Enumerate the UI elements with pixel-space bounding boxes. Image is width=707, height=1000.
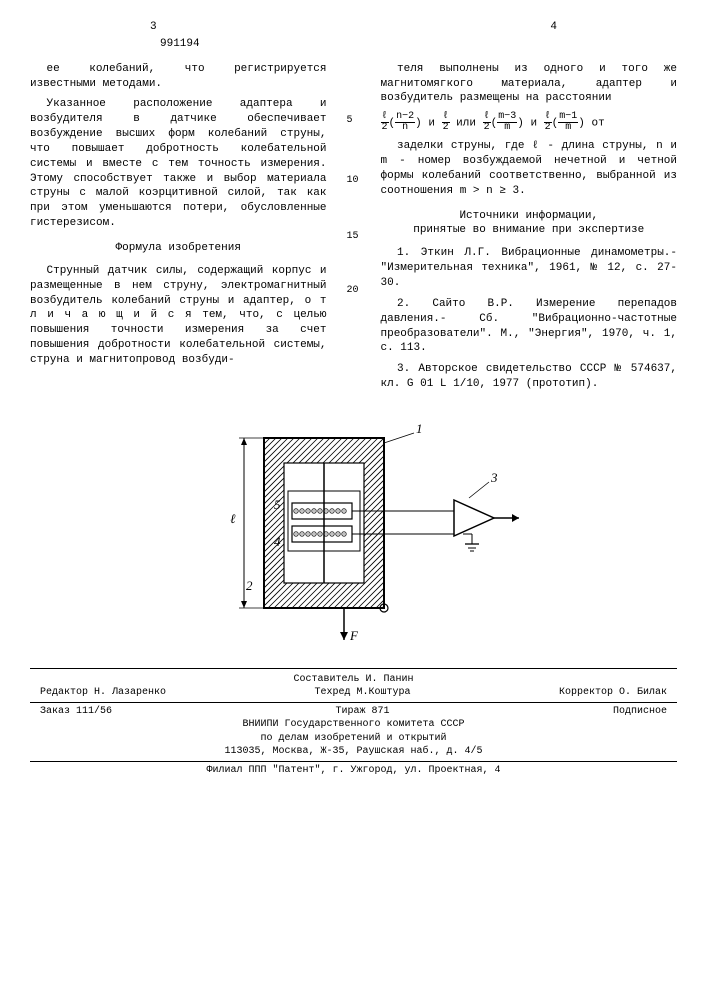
para: теля выполнены из одного и того же магни… [381, 62, 678, 107]
svg-text:2: 2 [246, 578, 253, 593]
footer-org: по делам изобретений и открытий [30, 732, 677, 746]
sources-title: Источники информации, принятые во вниман… [381, 209, 678, 239]
text: или [450, 118, 483, 130]
para: Струнный датчик силы, содержащий корпус … [30, 264, 327, 368]
frac: n−2n [395, 112, 415, 133]
figure: 1 2 3 4 5 Fℓ [30, 408, 677, 658]
para: ее колебаний, что регистрируется известн… [30, 62, 327, 92]
footer-cell: Корректор О. Билак [559, 686, 667, 700]
svg-text:3: 3 [490, 470, 498, 485]
svg-text:ℓ: ℓ [230, 511, 236, 526]
footer-row: Заказ 111/56 Тираж 871 Подписное [30, 705, 677, 719]
text: от [585, 118, 605, 130]
line-mark: 15 [347, 230, 359, 244]
footer-cell: Заказ 111/56 [40, 705, 112, 719]
footer-branch: Филиал ППП "Патент", г. Ужгород, ул. Про… [30, 764, 677, 778]
footer-address: 113035, Москва, Ж-35, Раушская наб., д. … [30, 745, 677, 759]
para: заделки струны, где ℓ - длина струны, n … [381, 139, 678, 198]
line-mark: 20 [347, 284, 359, 298]
para: Указанное расположение адаптера и возбуд… [30, 97, 327, 231]
page-numbers-row: 3 4 [30, 20, 677, 35]
line-mark: 10 [347, 174, 359, 188]
formula-title: Формула изобретения [30, 241, 327, 256]
frac: ℓ2 [544, 112, 552, 133]
frac: ℓ2 [442, 112, 450, 133]
frac: m−3m [497, 112, 517, 133]
text: и [422, 118, 442, 130]
schematic-svg: 1 2 3 4 5 Fℓ [174, 408, 534, 648]
footer-row: Составитель И. Панин [30, 673, 677, 687]
footer-cell: Техред М.Коштура [314, 686, 410, 700]
footer-cell: Тираж 871 [335, 705, 389, 719]
footer-row: Редактор Н. Лазаренко Техред М.Коштура К… [30, 686, 677, 700]
line-mark: 5 [347, 114, 353, 128]
svg-text:1: 1 [416, 421, 423, 436]
text: и [524, 118, 544, 130]
formula-line: ℓ2(n−2n) и ℓ2 или ℓ2(m−3m) и ℓ2(m−1m) от [381, 112, 678, 133]
footer: Составитель И. Панин Редактор Н. Лазарен… [30, 668, 677, 778]
frac: ℓ2 [483, 112, 491, 133]
footer-cell: Подписное [613, 705, 667, 719]
svg-text:4: 4 [274, 534, 281, 549]
frac: ℓ2 [381, 112, 389, 133]
page-number-right: 4 [550, 20, 557, 35]
left-column: ее колебаний, что регистрируется известн… [30, 62, 327, 398]
text-columns: ее колебаний, что регистрируется известн… [30, 62, 677, 398]
footer-org: ВНИИПИ Государственного комитета СССР [30, 718, 677, 732]
page-number-left: 3 [150, 20, 157, 35]
document-number: 991194 [30, 37, 677, 52]
reference: 3. Авторское свидетельство СССР № 574637… [381, 362, 678, 392]
svg-text:F: F [349, 628, 359, 643]
reference: 2. Сайто В.Р. Измерение перепадов давлен… [381, 297, 678, 356]
frac: m−1m [558, 112, 578, 133]
svg-text:5: 5 [274, 497, 281, 512]
footer-cell: Редактор Н. Лазаренко [40, 686, 166, 700]
reference: 1. Эткин Л.Г. Вибрационные динамометры.-… [381, 246, 678, 291]
right-column: теля выполнены из одного и того же магни… [381, 62, 678, 398]
line-number-gutter: 5 10 15 20 [347, 62, 361, 398]
page: 3 4 991194 ее колебаний, что регистрируе… [0, 0, 707, 1000]
footer-cell: Составитель И. Панин [293, 673, 413, 687]
